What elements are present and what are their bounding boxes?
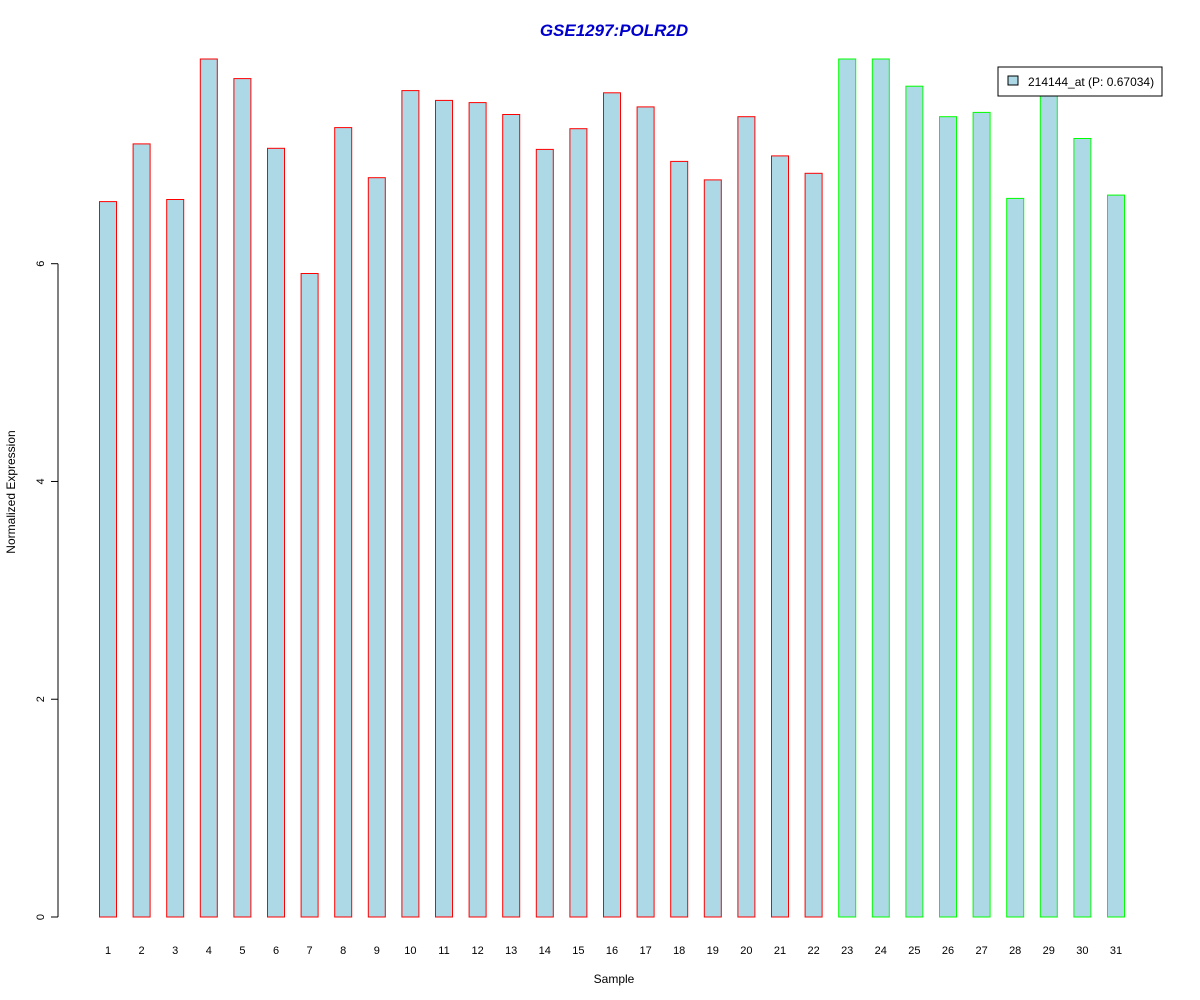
bar-sample-24 [871, 58, 890, 918]
x-tick-label: 1 [105, 945, 111, 957]
x-tick-label: 3 [172, 945, 178, 957]
x-tick-label: 24 [875, 945, 887, 957]
bar-sample-18 [670, 160, 689, 918]
x-tick-label: 2 [139, 945, 145, 957]
x-tick-label: 17 [639, 945, 651, 957]
x-tick-label: 31 [1110, 945, 1122, 957]
bar-sample-29 [1039, 84, 1058, 918]
x-tick-label: 27 [975, 945, 987, 957]
bar-sample-13 [502, 114, 521, 918]
bar-sample-9 [367, 177, 386, 918]
bar-sample-22 [804, 172, 823, 918]
bar-sample-6 [267, 147, 285, 918]
y-tick-label: 6 [35, 261, 47, 267]
x-tick-label: 29 [1043, 945, 1055, 957]
bar-sample-17 [636, 106, 655, 918]
x-tick-label: 6 [273, 945, 279, 957]
x-tick-label: 21 [774, 945, 786, 957]
bar-sample-19 [703, 179, 722, 918]
chart-title: GSE1297:POLR2D [540, 21, 688, 40]
x-tick-label: 23 [841, 945, 853, 957]
x-axis-label: Sample [594, 972, 635, 986]
x-tick-label: 10 [404, 945, 416, 957]
y-tick-label: 0 [35, 914, 47, 920]
legend-box [997, 66, 1163, 97]
bar-sample-27 [972, 111, 991, 918]
x-tick-label: 15 [572, 945, 584, 957]
x-tick-label: 25 [908, 945, 920, 957]
x-tick-label: 14 [539, 945, 551, 957]
bar-sample-26 [939, 116, 957, 918]
bar-sample-10 [401, 90, 420, 918]
bar-sample-20 [737, 116, 756, 918]
x-tick-label: 19 [707, 945, 719, 957]
x-tick-label: 4 [206, 945, 212, 957]
x-tick-label: 20 [740, 945, 752, 957]
x-tick-label: 5 [239, 945, 245, 957]
y-tick-label: 2 [35, 696, 47, 702]
bar-sample-21 [771, 155, 789, 918]
y-axis-label: Normalized Expression [4, 430, 18, 553]
bars-group [99, 58, 1125, 918]
bar-sample-7 [300, 273, 319, 918]
x-tick-label: 16 [606, 945, 618, 957]
bar-sample-3 [166, 199, 185, 918]
x-tick-label: 9 [374, 945, 380, 957]
x-tick-label: 11 [438, 945, 449, 957]
x-tick-label: 28 [1009, 945, 1021, 957]
bar-sample-31 [1107, 194, 1125, 918]
legend-entry: 214144_at (P: 0.67034) [1028, 75, 1154, 89]
x-tick-label: 13 [505, 945, 517, 957]
x-tick-labels: 1 2 3 4 5 6 7 8 9 10 11 12 13 14 15 16 17 18 19 20 21 22 23 24 2… [105, 945, 1122, 957]
x-tick-label: 26 [942, 945, 954, 957]
bar-sample-5 [233, 78, 252, 918]
y-tick-label: 4 [35, 478, 47, 484]
legend: 214144_at (P: 0.67034) [997, 66, 1163, 97]
legend-swatch [1007, 75, 1019, 86]
bar-sample-23 [838, 58, 857, 918]
y-axis: 0 2 4 6 [35, 261, 59, 920]
bar-sample-25 [905, 85, 924, 918]
bar-sample-15 [569, 128, 588, 918]
x-tick-label: 8 [340, 945, 346, 957]
bar-sample-8 [334, 127, 353, 918]
x-tick-label: 12 [471, 945, 483, 957]
bar-sample-28 [1006, 197, 1025, 918]
bar-sample-12 [468, 102, 487, 918]
x-tick-label: 30 [1076, 945, 1088, 957]
x-tick-label: 22 [807, 945, 819, 957]
bar-sample-11 [435, 99, 453, 918]
x-tick-label: 7 [307, 945, 313, 957]
bar-sample-4 [199, 58, 218, 918]
bar-sample-1 [99, 201, 117, 918]
bar-sample-16 [603, 92, 621, 918]
bar-sample-2 [132, 143, 151, 918]
bar-sample-14 [535, 148, 554, 918]
bar-sample-30 [1073, 138, 1092, 918]
x-tick-label: 18 [673, 945, 685, 957]
